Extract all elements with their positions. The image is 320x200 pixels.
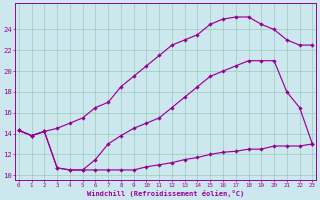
X-axis label: Windchill (Refroidissement éolien,°C): Windchill (Refroidissement éolien,°C) (87, 190, 244, 197)
